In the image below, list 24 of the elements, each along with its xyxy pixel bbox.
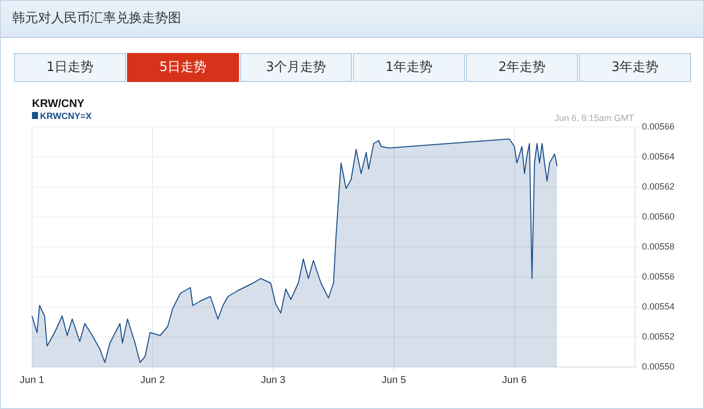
y-tick-label: 0.00560 (642, 211, 675, 222)
x-tick-label: Jun 6 (502, 374, 528, 386)
x-tick-label: Jun 2 (140, 374, 166, 386)
y-tick-label: 0.00550 (642, 361, 675, 372)
x-tick-label: Jun 3 (260, 374, 286, 386)
x-tick-label: Jun 5 (382, 374, 406, 386)
text: 1年走势 (353, 53, 465, 82)
y-tick-label: 0.00556 (642, 271, 675, 282)
text: 3个月走势 (240, 53, 352, 82)
text: 2年走势 (466, 53, 578, 82)
x-tick-label: Jun 1 (20, 374, 45, 386)
chart-title: 韩元对人民币汇率兑换走势图 (1, 1, 703, 38)
legend-label: KRWCNY=X (40, 111, 92, 121)
y-tick-label: 0.00554 (642, 301, 675, 312)
y-tick-label: 0.00558 (642, 241, 675, 252)
chart-subtitle: KRW/CNY (32, 98, 86, 110)
text: 3年走势 (579, 53, 691, 82)
y-tick-label: 0.00566 (642, 121, 675, 132)
text: Jun 6, 8:15am GMT (554, 113, 634, 123)
y-tick-label: 0.00564 (642, 151, 675, 162)
y-tick-label: 0.00552 (642, 331, 675, 342)
text: 5日走势 (127, 53, 239, 82)
text: 1日走势 (14, 53, 126, 82)
y-tick-label: 0.00562 (642, 181, 675, 192)
